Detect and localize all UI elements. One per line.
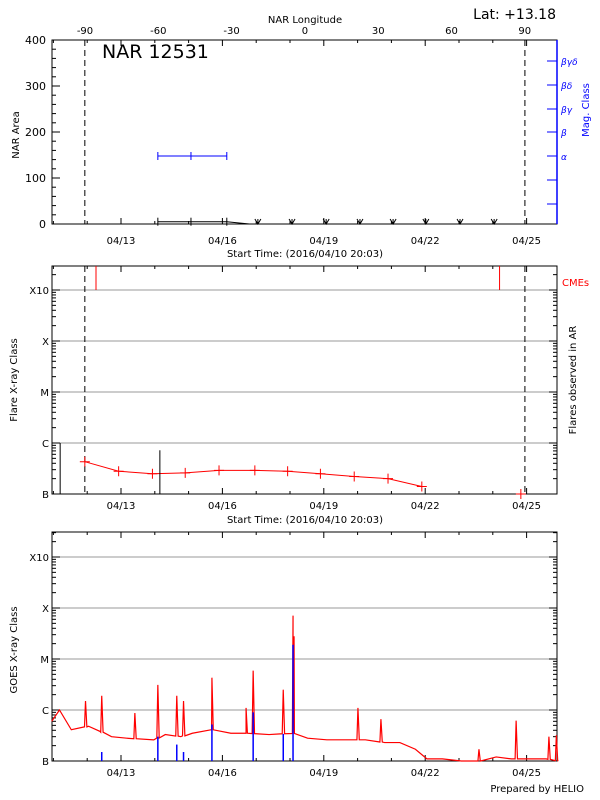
- background-point: [180, 467, 191, 478]
- background-point: [383, 473, 394, 484]
- x-tick-label: 04/25: [512, 501, 541, 512]
- longitude-tick-label: -60: [150, 26, 166, 37]
- plot-frame: [51, 531, 558, 762]
- background-point: [214, 465, 225, 476]
- area-zero-marker: [490, 218, 498, 225]
- region-title: NAR 12531: [102, 41, 209, 63]
- area-zero-marker: [389, 218, 397, 225]
- x-tick-label: 04/16: [208, 768, 237, 779]
- x-tick-label: 04/25: [512, 236, 541, 247]
- mag-class-axis-label: Mag. Class: [581, 83, 592, 137]
- y-tick-label: 400: [25, 34, 46, 47]
- y-tick-label: X10: [29, 553, 49, 564]
- x-tick-label: 04/16: [208, 501, 237, 512]
- x-tick-label: 04/19: [309, 768, 338, 779]
- background-point: [147, 468, 158, 479]
- area-zero-marker: [254, 218, 262, 225]
- top-axis-label: NAR Longitude: [268, 15, 342, 26]
- y-tick-label: B: [42, 490, 49, 501]
- y-tick-label: C: [42, 439, 49, 450]
- background-point: [113, 466, 124, 477]
- x-tick-label: 04/16: [208, 236, 237, 247]
- plot-frame: [51, 39, 558, 225]
- mag-class-label: βγ: [560, 106, 573, 116]
- nar-area-panel: NAR Longitude Lat: +13.18 NAR 12531 NAR …: [11, 7, 592, 260]
- longitude-tick-label: 30: [372, 26, 385, 37]
- background-point: [349, 471, 360, 482]
- right-axis-label: Flares observed in AR: [568, 326, 579, 435]
- x-tick-label: 04/22: [411, 501, 440, 512]
- y-tick-label: B: [42, 757, 49, 768]
- x-tick-label: 04/22: [411, 768, 440, 779]
- area-zero-marker: [288, 218, 296, 225]
- background-point: [315, 468, 326, 479]
- area-zero-marker: [356, 218, 364, 225]
- y-axis-label: GOES X-ray Class: [9, 606, 20, 693]
- goes-xray-panel: GOES X-ray Class Prepared by HELIO B C M X X…: [9, 531, 584, 795]
- flare-class-panel: Flare X-ray Class Flares observed in AR …: [9, 265, 589, 526]
- x-tick-label: 04/13: [107, 236, 136, 247]
- background-point: [79, 456, 90, 467]
- y-tick-label: M: [40, 388, 49, 399]
- background-point: [249, 465, 260, 476]
- x-tick-label: 04/13: [107, 768, 136, 779]
- y-tick-label: M: [40, 655, 49, 666]
- y-tick-label: X10: [29, 286, 49, 297]
- x-axis-label: Start Time: (2016/04/10 20:03): [227, 515, 383, 526]
- longitude-tick-label: 90: [518, 26, 531, 37]
- footer-credit: Prepared by HELIO: [490, 784, 584, 795]
- x-tick-label: 04/19: [309, 236, 338, 247]
- longitude-tick-label: 0: [302, 26, 308, 37]
- mag-class-label: α: [561, 153, 567, 163]
- x-tick-label: 04/25: [512, 768, 541, 779]
- background-point: [515, 489, 526, 499]
- background-point: [282, 466, 293, 477]
- mag-class-label: β: [560, 129, 567, 139]
- cme-label: CMEs: [562, 278, 589, 289]
- y-tick-label: 0: [39, 218, 46, 231]
- goes-long-channel-line: [51, 615, 559, 762]
- y-tick-label: 100: [25, 172, 46, 185]
- longitude-tick-label: -90: [77, 26, 93, 37]
- background-point: [416, 481, 427, 492]
- x-tick-label: 04/22: [411, 236, 440, 247]
- background-series-line: [84, 461, 422, 488]
- y-axis-label: NAR Area: [11, 111, 22, 158]
- area-zero-marker: [322, 218, 330, 225]
- longitude-tick-label: -30: [223, 26, 239, 37]
- plot-frame: [51, 265, 558, 495]
- mag-class-label: βδ: [560, 82, 573, 92]
- y-tick-label: 200: [25, 126, 46, 139]
- y-tick-label: 300: [25, 80, 46, 93]
- y-tick-label: X: [42, 604, 49, 615]
- y-tick-label: X: [42, 337, 49, 348]
- y-tick-label: C: [42, 706, 49, 717]
- latitude-label: Lat: +13.18: [473, 7, 556, 23]
- area-series-line: [157, 221, 250, 225]
- x-tick-label: 04/13: [107, 501, 136, 512]
- area-zero-marker: [422, 218, 430, 225]
- x-axis-label: Start Time: (2016/04/10 20:03): [227, 249, 383, 260]
- x-tick-label: 04/19: [309, 501, 338, 512]
- y-axis-label: Flare X-ray Class: [9, 338, 20, 422]
- area-zero-marker: [456, 218, 464, 225]
- mag-class-label: βγδ: [560, 58, 578, 68]
- longitude-tick-label: 60: [445, 26, 458, 37]
